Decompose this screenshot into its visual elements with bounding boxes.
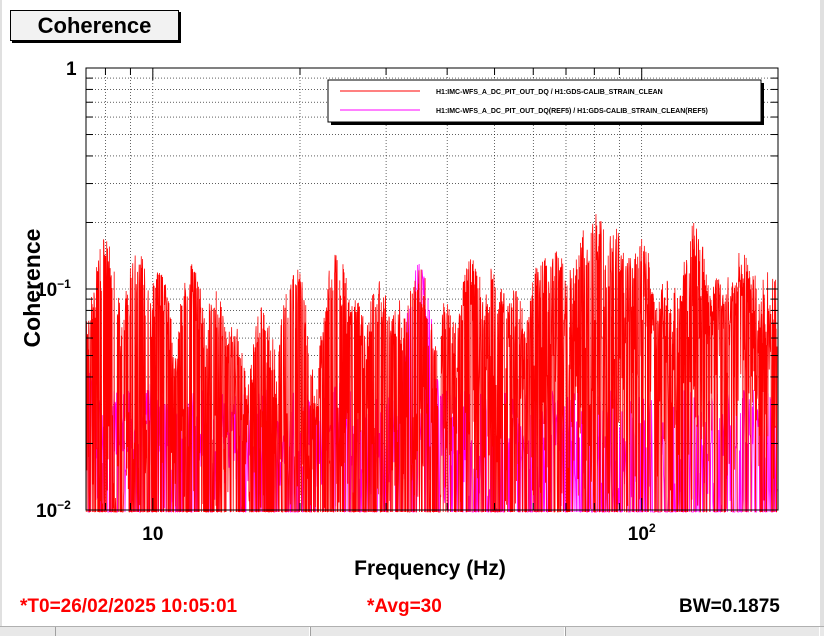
y-tick-label: 10−2 <box>36 498 71 522</box>
bottom-button-1[interactable] <box>55 627 310 636</box>
x-tick-label: 10 <box>142 524 163 545</box>
average-count: *Avg=30 <box>367 596 442 617</box>
chart-traces <box>85 214 778 513</box>
legend-label-series-2: H1:IMC-WFS_A_DC_PIT_OUT_DQ(REF5) / H1:GD… <box>436 108 708 115</box>
window-scrollbar[interactable] <box>820 0 824 626</box>
chart-legend[interactable]: H1:IMC-WFS_A_DC_PIT_OUT_DQ / H1:GDS-CALI… <box>327 79 764 125</box>
x-axis-label: Frequency (Hz) <box>354 557 506 580</box>
bottom-button-2[interactable] <box>310 627 565 636</box>
x-tick-label: 102 <box>628 521 656 545</box>
bandwidth-value: BW=0.1875 <box>679 596 780 617</box>
legend-label-series-1: H1:IMC-WFS_A_DC_PIT_OUT_DQ / H1:GDS-CALI… <box>436 89 663 96</box>
canvas-title-label: Coherence <box>10 10 179 41</box>
series-1-trace <box>85 214 778 513</box>
y-axis-label: Coherence <box>19 229 45 348</box>
y-tick-label-exponent: −1 <box>57 277 71 291</box>
y-tick-label-exponent: −2 <box>57 498 71 512</box>
t0-timestamp: *T0=26/02/2025 10:05:01 <box>20 596 238 617</box>
legend-box <box>327 79 762 123</box>
bottom-button-3[interactable] <box>565 627 820 636</box>
bottom-button-bar <box>0 626 824 636</box>
y-tick-label: 1 <box>66 59 77 80</box>
window-left-edge <box>0 0 2 626</box>
x-tick-label-exponent: 2 <box>649 521 656 535</box>
